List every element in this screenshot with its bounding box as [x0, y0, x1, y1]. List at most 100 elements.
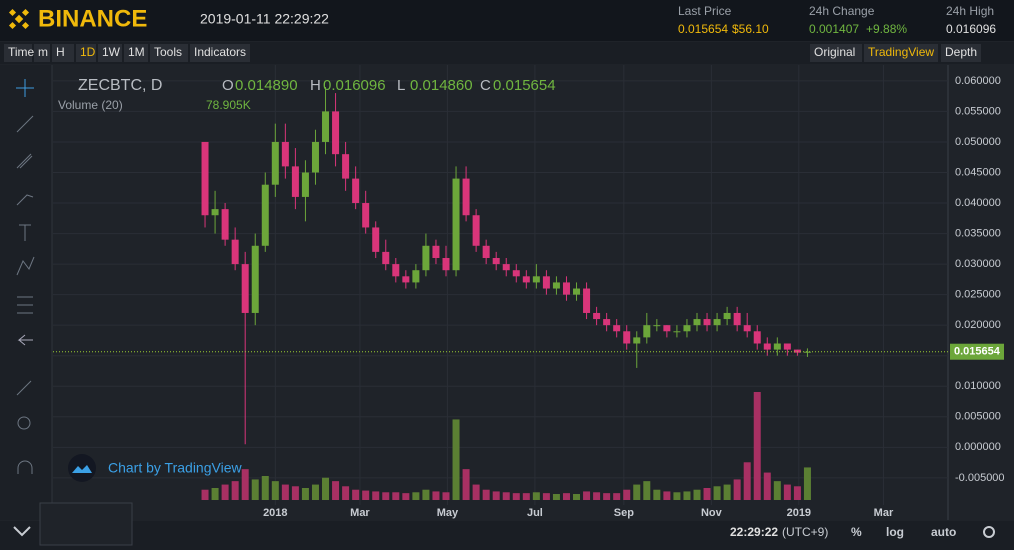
tool-popup: [39, 502, 133, 546]
volume-bar: [382, 492, 390, 500]
volume-bar: [653, 489, 661, 500]
toolbar-button[interactable]: Original: [814, 45, 855, 59]
y-tick-label: -0.005000: [955, 472, 1005, 484]
volume-bar: [251, 479, 259, 500]
candle-body: [221, 209, 229, 240]
volume-bar: [663, 491, 671, 500]
toolbar-button[interactable]: Time: [8, 45, 35, 59]
candle-body: [623, 331, 631, 344]
candle-body: [803, 351, 811, 353]
candle-body: [593, 312, 601, 320]
volume-bar: [482, 489, 490, 500]
volume-bar: [372, 491, 380, 500]
tool-icons: [16, 79, 35, 474]
toolbar-button[interactable]: Depth: [945, 45, 977, 59]
candle-body: [201, 141, 209, 216]
volume-bar: [241, 469, 249, 500]
candle-body: [442, 257, 450, 271]
volume-bar: [271, 481, 279, 500]
candle-body: [372, 227, 380, 252]
stat-value: 0.016096: [946, 22, 996, 36]
footer-zone: (UTC+9): [782, 525, 828, 539]
x-tick-label: Nov: [701, 507, 723, 519]
y-tick-label: 0.040000: [955, 197, 1001, 209]
volume-bar: [623, 489, 631, 500]
candle-body: [653, 325, 661, 327]
candle-body: [763, 343, 771, 350]
candle-body: [573, 288, 581, 295]
collapse-icon[interactable]: [13, 526, 31, 537]
volume-bar: [783, 484, 791, 500]
candle-body: [271, 141, 279, 185]
volume-bar: [352, 489, 360, 500]
toolbar-button[interactable]: 1W: [102, 45, 121, 59]
toolbar-button[interactable]: 1D: [80, 45, 96, 59]
settings-icon[interactable]: [983, 526, 995, 538]
ohlc-key: C: [480, 77, 491, 94]
y-tick-label: 0.010000: [955, 380, 1001, 392]
datetime: 2019-01-11 22:29:22: [200, 11, 329, 27]
volume-bar: [362, 490, 370, 500]
volume-bar: [562, 493, 570, 500]
volume-bar: [281, 484, 289, 500]
candle-body: [462, 178, 470, 216]
candle-body: [693, 319, 701, 326]
x-tick-label: 2018: [263, 507, 287, 519]
volume-bar: [261, 476, 269, 500]
volume-bar: [311, 484, 319, 500]
volume-bar: [502, 492, 510, 500]
volume-bar: [753, 392, 761, 500]
toolbar-button[interactable]: TradingView: [868, 45, 934, 59]
watermark[interactable]: Chart by TradingView: [108, 460, 242, 476]
volume-bar: [633, 484, 641, 500]
candle-body: [753, 331, 761, 344]
toolbar-button-bg: [150, 44, 188, 62]
volume-bar: [743, 462, 751, 500]
candle-body: [231, 239, 239, 265]
volume-bar: [392, 492, 400, 500]
candle-body: [673, 331, 681, 333]
volume-value: 78.905K: [206, 98, 251, 112]
y-tick-label: 0.005000: [955, 411, 1001, 423]
y-tick-label: 0.025000: [955, 289, 1001, 301]
candle-body: [703, 319, 711, 326]
volume-bar: [422, 489, 430, 500]
footer-button[interactable]: %: [851, 525, 862, 539]
volume-bar: [532, 492, 540, 500]
candle-body: [633, 337, 641, 344]
candle-body: [251, 245, 259, 313]
candle-body: [392, 264, 400, 277]
toolbar: [0, 42, 1014, 64]
toolbar-button[interactable]: 1M: [128, 45, 145, 59]
volume-bar: [713, 486, 721, 500]
candle-body: [723, 312, 731, 320]
toolbar-button-bg: [4, 44, 32, 62]
volume-bar: [231, 481, 239, 500]
volume-bar: [221, 484, 229, 500]
x-tick-label: Sep: [614, 507, 634, 519]
volume-bar: [683, 491, 691, 500]
candle-body: [452, 178, 460, 271]
candle-body: [783, 343, 791, 350]
candle-body: [412, 270, 420, 283]
toolbar-button[interactable]: Tools: [154, 45, 182, 59]
stat-label: 24h High: [946, 4, 994, 18]
stat-label: Last Price: [678, 4, 732, 18]
volume-bar: [512, 493, 520, 500]
toolbar-button[interactable]: Indicators: [194, 45, 246, 59]
bottom-bar: [0, 521, 1014, 550]
y-tick-label: 0.020000: [955, 319, 1001, 331]
toolbar-button-bg: [98, 44, 122, 62]
volume-bar: [603, 493, 611, 500]
footer-button[interactable]: auto: [931, 525, 956, 539]
candle-body: [322, 111, 330, 142]
plot: 0.060000 0.055000 0.050000 0.045000 0.040000…: [53, 65, 1005, 519]
toolbar-button[interactable]: H: [56, 45, 65, 59]
volume-bar: [613, 493, 621, 500]
toolbar-button[interactable]: m: [38, 45, 48, 59]
x-tick-label: May: [437, 507, 459, 519]
footer-button[interactable]: log: [886, 525, 904, 539]
drawing-tools: [0, 65, 52, 520]
y-tick-label: 0.035000: [955, 227, 1001, 239]
